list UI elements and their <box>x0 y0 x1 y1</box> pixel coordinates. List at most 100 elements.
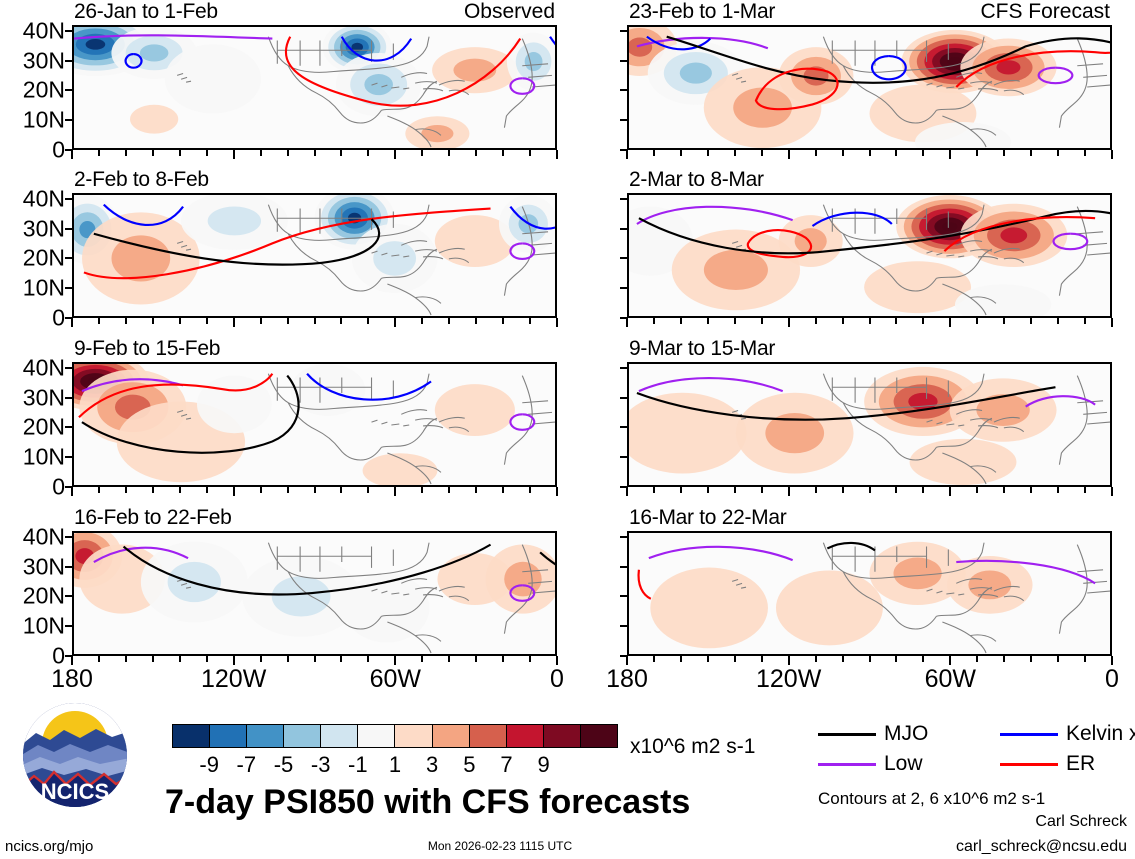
contour-kelvin-x2 <box>124 53 143 69</box>
x-axis-tick <box>394 656 397 665</box>
colorbar-swatch <box>432 725 470 747</box>
x-axis-tick <box>367 318 370 324</box>
y-axis-tick <box>65 456 72 459</box>
x-axis-tick-label: 120W <box>201 665 267 693</box>
map-panel: 26-Jan to 1-Feb Observed 40N 30N 20N 10N 0 <box>23 0 558 161</box>
contour-low <box>1052 232 1089 251</box>
x-axis-tick <box>1111 656 1113 665</box>
x-axis-tick <box>679 150 682 156</box>
x-axis-tick <box>706 656 709 662</box>
contour-low <box>636 36 769 50</box>
x-axis-tick <box>313 150 316 156</box>
map-panel: 9-Mar to 15-Mar <box>620 337 1113 496</box>
x-axis-tick <box>1084 656 1087 662</box>
map-panel: 16-Mar to 22-Mar 180 120W 60W 0 <box>606 506 1119 693</box>
map-area <box>72 362 557 487</box>
colorbar-swatch <box>580 725 617 747</box>
y-axis-tick <box>620 287 627 290</box>
x-axis-tick <box>679 487 682 493</box>
x-axis-tick <box>760 487 763 493</box>
y-axis-tick <box>65 655 72 657</box>
x-axis-tick <box>922 318 925 324</box>
contour-low <box>648 545 794 562</box>
x-axis-tick <box>529 318 532 324</box>
x-axis-tick <box>340 318 343 324</box>
y-axis-tick <box>620 595 627 598</box>
x-axis-tick <box>340 656 343 662</box>
x-axis-tick <box>706 318 709 324</box>
x-axis-tick <box>1030 318 1033 324</box>
colorbar-swatch <box>247 725 285 747</box>
y-axis-tick <box>65 257 72 260</box>
colorbar-swatch <box>321 725 359 747</box>
x-axis-tick <box>1030 656 1033 662</box>
x-axis-tick <box>556 150 558 159</box>
x-axis-tick <box>814 150 817 156</box>
x-axis-tick <box>1084 487 1087 493</box>
x-axis-tick-label: 120W <box>756 665 822 693</box>
y-axis-tick <box>620 197 627 200</box>
colorbar-swatch <box>469 725 507 747</box>
x-axis-tick <box>814 656 817 662</box>
x-axis-tick <box>976 150 979 156</box>
x-axis-tick <box>448 150 451 156</box>
x-axis-tick <box>529 656 532 662</box>
contour-er <box>754 67 839 111</box>
x-axis-tick <box>421 487 424 493</box>
y-axis-tick <box>65 89 72 92</box>
x-axis-tick <box>151 487 154 493</box>
x-axis-tick <box>841 656 844 662</box>
map-area <box>627 531 1112 656</box>
x-axis-tick <box>841 318 844 324</box>
contour-kelvin-x2 <box>306 372 432 401</box>
contour-low <box>93 546 189 563</box>
map-panel: 2-Feb to 8-Feb 40N 30N 20N 10N 0 <box>23 168 558 329</box>
x-axis-tick <box>232 656 235 665</box>
x-axis-tick-label: 60W <box>924 665 977 693</box>
x-axis-tick <box>949 487 952 496</box>
x-axis-tick <box>124 318 127 324</box>
y-axis-tick <box>65 535 72 538</box>
x-axis-tick <box>313 487 316 493</box>
y-axis-tick-label: 10N <box>22 106 65 133</box>
x-axis-tick <box>313 318 316 324</box>
map-panel: 23-Feb to 1-Mar CFS Forecast <box>620 0 1113 159</box>
y-axis-tick-label: 0 <box>52 642 65 669</box>
y-axis-tick <box>620 29 627 32</box>
legend-label-low: Low <box>884 752 923 775</box>
x-axis-tick <box>259 656 262 662</box>
x-axis-tick <box>178 318 181 324</box>
x-axis-tick <box>313 656 316 662</box>
colorbar-swatch <box>284 725 322 747</box>
colorbar-swatch <box>210 725 248 747</box>
legend-line-mjo <box>818 733 876 736</box>
colorbar-tick-label: 1 <box>388 752 402 777</box>
legend-line-kelvin-x2 <box>1000 733 1058 736</box>
x-axis-tick <box>340 487 343 493</box>
colorbar-tick-label: 9 <box>537 752 550 777</box>
y-axis-tick <box>65 595 72 598</box>
x-axis-tick <box>1003 150 1006 156</box>
y-axis-tick-label: 40N <box>22 185 65 212</box>
x-axis-tick <box>1111 318 1113 327</box>
colorbar-tick-label: -3 <box>310 752 331 777</box>
x-axis-tick <box>151 318 154 324</box>
x-axis-tick-label: 180 <box>51 665 93 693</box>
y-axis-tick <box>65 227 72 230</box>
contour-er <box>637 569 652 600</box>
y-axis-tick <box>620 625 627 628</box>
contour-er <box>83 207 491 280</box>
x-axis-tick <box>895 318 898 324</box>
contour-layer <box>636 205 1110 259</box>
x-axis-tick <box>626 318 628 327</box>
contour-low <box>509 413 536 431</box>
contour-layer <box>83 203 555 280</box>
x-axis-tick <box>205 150 208 156</box>
x-axis-tick <box>976 656 979 662</box>
x-axis-tick <box>1030 150 1033 156</box>
contour-low <box>509 242 536 260</box>
coastline-layer <box>731 542 1110 654</box>
y-axis-tick <box>620 257 627 260</box>
y-axis-tick-label: 40N <box>22 523 65 550</box>
contour-mjo <box>666 35 1110 84</box>
